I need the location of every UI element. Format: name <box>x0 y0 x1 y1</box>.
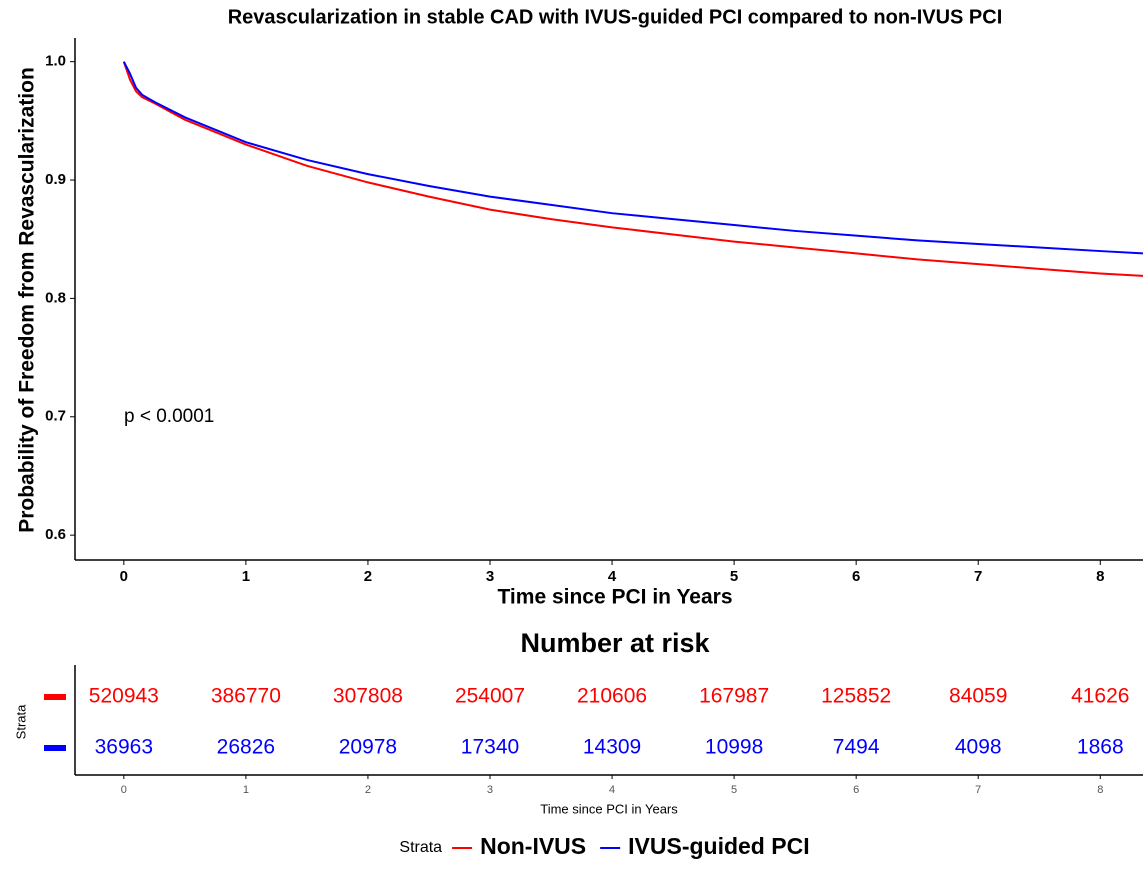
legend-label: Non-IVUS <box>480 833 586 859</box>
x-tick-label: 7 <box>974 568 982 585</box>
x-tick-label: 8 <box>1097 784 1103 796</box>
y-axis-label: Probability of Freedom from Revasculariz… <box>16 67 39 533</box>
x-tick-label: 4 <box>609 784 615 796</box>
risk-count: 254007 <box>455 685 525 708</box>
x-tick-label: 7 <box>975 784 981 796</box>
risk-count: 10998 <box>705 736 763 759</box>
risk-count: 1868 <box>1077 736 1124 759</box>
survival-curve <box>122 61 1143 255</box>
x-tick-label: 5 <box>731 784 737 796</box>
risk-count: 17340 <box>461 736 519 759</box>
x-tick-label: 2 <box>365 784 371 796</box>
x-tick-label: 0 <box>121 784 127 796</box>
risk-count: 4098 <box>955 736 1002 759</box>
risk-count: 41626 <box>1071 685 1129 708</box>
risk-count: 386770 <box>211 685 281 708</box>
survival-curve <box>122 61 1143 277</box>
risk-table-x-label: Time since PCI in Years <box>540 801 678 816</box>
x-tick-label: 6 <box>853 784 859 796</box>
x-axis-label: Time since PCI in Years <box>497 586 732 609</box>
risk-table-title: Number at risk <box>520 628 710 658</box>
risk-count: 84059 <box>949 685 1007 708</box>
risk-count: 520943 <box>89 685 159 708</box>
y-tick-label: 1.0 <box>45 53 66 70</box>
annotation: p < 0.0001 <box>124 406 214 427</box>
strata-swatch <box>44 694 66 700</box>
legend-title: Strata <box>399 839 442 856</box>
x-tick-label: 3 <box>487 784 493 796</box>
y-tick-label: 0.7 <box>45 408 66 425</box>
strata-swatch <box>44 745 66 751</box>
x-tick-label: 5 <box>730 568 738 585</box>
risk-count: 36963 <box>95 736 153 759</box>
risk-count: 7494 <box>833 736 880 759</box>
x-tick-label: 2 <box>364 568 372 585</box>
x-tick-label: 6 <box>852 568 860 585</box>
y-tick-label: 0.9 <box>45 171 66 188</box>
x-tick-label: 8 <box>1096 568 1104 585</box>
x-tick-label: 3 <box>486 568 494 585</box>
risk-count: 14309 <box>583 736 641 759</box>
chart-title: Revascularization in stable CAD with IVU… <box>228 6 1003 28</box>
risk-count: 26826 <box>217 736 275 759</box>
risk-count: 167987 <box>699 685 769 708</box>
risk-table-y-label: Strata <box>13 704 28 739</box>
risk-count: 20978 <box>339 736 397 759</box>
x-tick-label: 1 <box>242 568 250 585</box>
x-tick-label: 1 <box>243 784 249 796</box>
legend-label: IVUS-guided PCI <box>628 833 809 859</box>
y-tick-label: 0.6 <box>45 526 66 543</box>
risk-count: 125852 <box>821 685 891 708</box>
x-tick-label: 4 <box>608 568 617 585</box>
x-tick-label: 0 <box>120 568 128 585</box>
y-tick-label: 0.8 <box>45 289 66 306</box>
risk-count: 210606 <box>577 685 647 708</box>
risk-count: 307808 <box>333 685 403 708</box>
